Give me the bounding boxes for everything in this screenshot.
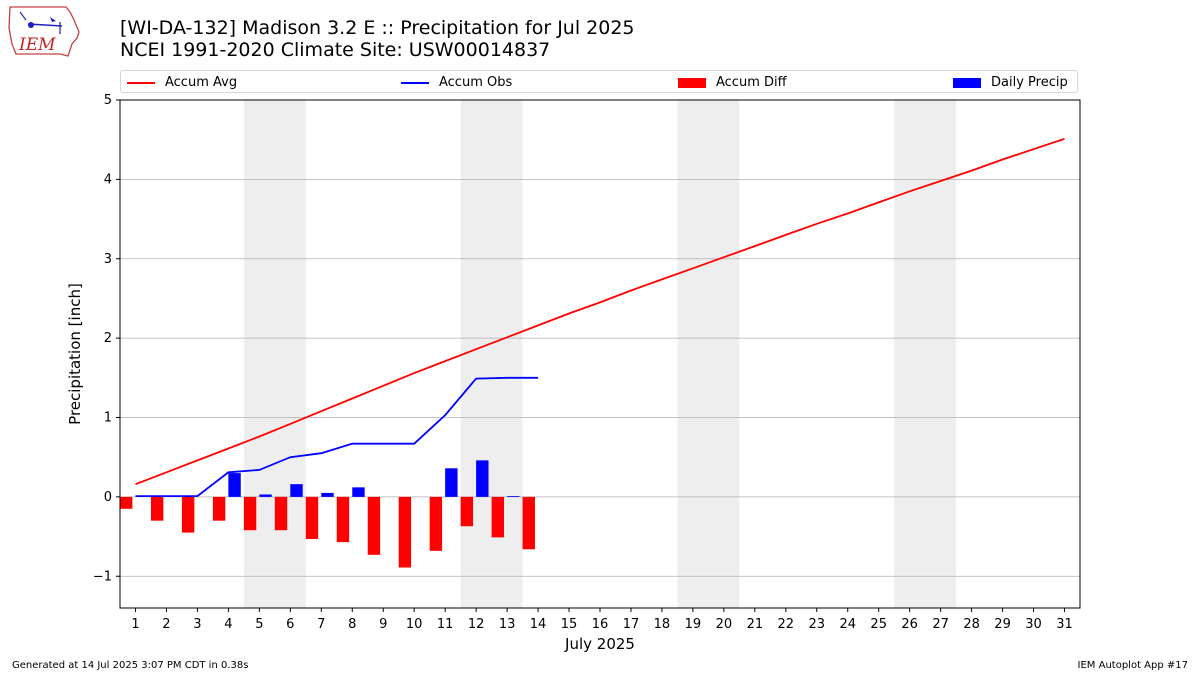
x-tick-label: 28 bbox=[963, 617, 980, 632]
x-tick-label: 24 bbox=[839, 617, 856, 632]
x-tick-label: 8 bbox=[348, 617, 356, 632]
x-tick-label: 9 bbox=[379, 617, 387, 632]
chart-subtitle: NCEI 1991-2020 Climate Site: USW00014837 bbox=[120, 39, 551, 61]
accum-diff-bar-3 bbox=[181, 496, 195, 533]
daily-precip-bar-5 bbox=[259, 494, 272, 497]
legend-accum-avg-label: Accum Avg bbox=[165, 75, 238, 90]
daily-precip-bar-4 bbox=[228, 473, 241, 497]
legend-daily-precip-swatch bbox=[953, 77, 981, 88]
generated-timestamp: Generated at 14 Jul 2025 3:07 PM CDT in … bbox=[12, 660, 249, 671]
accum-diff-bar-9 bbox=[367, 496, 381, 555]
x-tick-label: 12 bbox=[468, 617, 485, 632]
legend-daily-precip-label: Daily Precip bbox=[991, 75, 1068, 90]
x-tick-label: 11 bbox=[437, 617, 454, 632]
weekend-span-3 bbox=[677, 100, 740, 608]
legend-accum-diff-label: Accum Diff bbox=[716, 75, 787, 90]
x-tick-label: 2 bbox=[162, 617, 170, 632]
legend-item-accum-diff: Accum Diff bbox=[678, 71, 787, 94]
x-axis-ticks: 1 2 3 4 5 6 7 8 9 10 11 12 13 14 15 16 17 18 19 20 21 22 23 24 2… bbox=[131, 608, 1073, 632]
x-tick-label: 13 bbox=[499, 617, 516, 632]
accum-diff-bar-12 bbox=[460, 496, 474, 527]
y-tick-label: −1 bbox=[93, 569, 112, 584]
accum-diff-bar-8 bbox=[336, 496, 350, 543]
x-tick-label: 6 bbox=[286, 617, 294, 632]
accum-diff-bar-7 bbox=[305, 496, 319, 539]
rain-gauge-icon bbox=[28, 22, 34, 28]
weekend-shading bbox=[243, 100, 957, 608]
accum-diff-bar-14 bbox=[522, 496, 535, 550]
x-tick-label: 29 bbox=[994, 617, 1011, 632]
x-tick-label: 23 bbox=[809, 617, 826, 632]
daily-precip-bar-12 bbox=[476, 460, 489, 497]
legend-accum-obs-swatch bbox=[401, 81, 429, 84]
chart-title: [WI-DA-132] Madison 3.2 E :: Precipitati… bbox=[120, 17, 635, 39]
accum-diff-bar-6 bbox=[274, 496, 288, 531]
legend-accum-avg-swatch bbox=[127, 81, 155, 84]
x-tick-label: 19 bbox=[685, 617, 702, 632]
daily-precip-bar-11 bbox=[445, 468, 458, 497]
app-credit: IEM Autoplot App #17 bbox=[1077, 660, 1188, 671]
daily-precip-bar-6 bbox=[290, 484, 303, 497]
x-axis-label: July 2025 bbox=[564, 635, 635, 653]
accum-avg-line bbox=[135, 138, 1065, 486]
y-axis-label: Precipitation [inch] bbox=[66, 283, 84, 425]
chart-legend: Accum Avg Accum Obs Accum Diff Daily Pre… bbox=[120, 70, 1078, 93]
daily-precip-bar-7 bbox=[321, 492, 334, 497]
y-axis-ticks: −1 0 1 2 3 4 5 bbox=[93, 93, 120, 584]
accum-diff-bar-10 bbox=[398, 496, 412, 568]
iowa-state-outline bbox=[8, 6, 80, 57]
x-tick-label: 18 bbox=[654, 617, 671, 632]
x-tick-label: 4 bbox=[224, 617, 232, 632]
antenna-icon bbox=[19, 11, 27, 21]
x-tick-label: 21 bbox=[747, 617, 764, 632]
x-tick-label: 10 bbox=[406, 617, 423, 632]
x-tick-label: 26 bbox=[901, 617, 918, 632]
x-tick-label: 30 bbox=[1025, 617, 1042, 632]
logo-text: IEM bbox=[18, 35, 56, 55]
accum-obs-line bbox=[135, 376, 539, 498]
x-tick-label: 25 bbox=[870, 617, 887, 632]
x-tick-label: 5 bbox=[255, 617, 263, 632]
y-tick-label: 1 bbox=[104, 411, 112, 426]
x-tick-label: 3 bbox=[193, 617, 201, 632]
accum-diff-bar-4 bbox=[212, 496, 226, 521]
legend-item-accum-obs: Accum Obs bbox=[401, 71, 512, 94]
legend-item-daily-precip: Daily Precip bbox=[953, 71, 1068, 94]
y-tick-label: 2 bbox=[104, 331, 112, 346]
accum-diff-bar-13 bbox=[491, 496, 504, 538]
x-tick-label: 14 bbox=[530, 617, 547, 632]
x-tick-label: 16 bbox=[592, 617, 609, 632]
x-tick-label: 31 bbox=[1056, 617, 1073, 632]
accum-diff-bar-11 bbox=[429, 496, 443, 551]
weekend-span-4 bbox=[894, 100, 957, 608]
x-tick-label: 27 bbox=[932, 617, 949, 632]
x-tick-label: 17 bbox=[623, 617, 640, 632]
weekend-span-1 bbox=[243, 100, 306, 608]
legend-item-accum-avg: Accum Avg bbox=[127, 71, 237, 94]
x-tick-label: 7 bbox=[317, 617, 325, 632]
daily-precip-bar-13 bbox=[507, 496, 520, 497]
legend-accum-obs-label: Accum Obs bbox=[439, 75, 513, 90]
y-tick-label: 5 bbox=[104, 93, 112, 108]
x-tick-label: 22 bbox=[778, 617, 795, 632]
wind-vane-icon bbox=[50, 17, 56, 22]
legend-accum-diff-swatch bbox=[678, 77, 706, 88]
x-tick-label: 1 bbox=[131, 617, 139, 632]
daily-precip-bar-8 bbox=[352, 487, 365, 497]
y-tick-label: 0 bbox=[104, 490, 112, 505]
accum-diff-bar-5 bbox=[243, 496, 257, 531]
x-tick-label: 20 bbox=[716, 617, 733, 632]
x-tick-label: 15 bbox=[561, 617, 578, 632]
y-tick-label: 4 bbox=[104, 172, 112, 187]
accum-diff-bar-1 bbox=[120, 496, 133, 509]
accum-diff-bar-2 bbox=[150, 496, 164, 521]
iem-logo: IEM bbox=[8, 6, 80, 57]
bar-marks bbox=[120, 460, 535, 568]
y-tick-label: 3 bbox=[104, 252, 112, 267]
line-marks bbox=[135, 138, 1065, 498]
